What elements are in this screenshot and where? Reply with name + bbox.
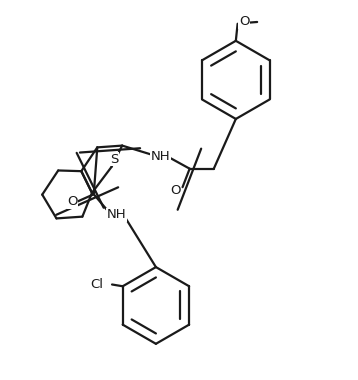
Text: Cl: Cl [90, 278, 103, 291]
Text: O: O [239, 16, 249, 28]
Text: O: O [170, 184, 181, 196]
Text: S: S [110, 153, 118, 166]
Text: NH: NH [107, 208, 127, 222]
Text: O: O [67, 195, 78, 208]
Text: NH: NH [151, 150, 170, 163]
